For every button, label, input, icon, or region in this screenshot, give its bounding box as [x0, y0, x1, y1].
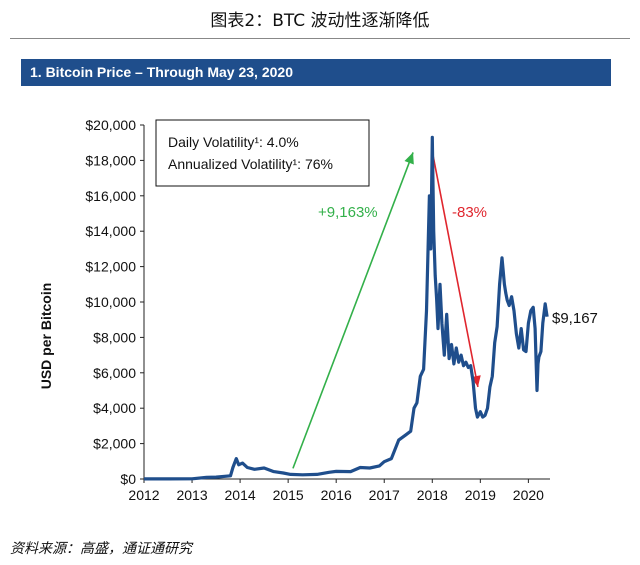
annualized-volatility-text: Annualized Volatility¹: 76% — [168, 156, 333, 172]
rise-arrow-shaft — [292, 152, 414, 469]
volatility-box — [155, 119, 370, 187]
title-divider — [10, 38, 630, 39]
y-tick-label: $20,000 — [85, 117, 136, 133]
rise-arrow-head — [404, 152, 414, 165]
x-tick-label: 2015 — [273, 487, 304, 503]
fall-percent-label: -83% — [452, 204, 487, 221]
figure-title: 图表2：BTC 波动性逐渐降低 — [210, 11, 430, 31]
rise-percent-label: +9,163% — [318, 204, 378, 221]
x-tick-label: 2018 — [417, 487, 448, 503]
y-tick-label: $18,000 — [85, 152, 136, 168]
fall-arrow-shaft — [431, 151, 479, 388]
y-tick-label: $2,000 — [93, 436, 136, 452]
chart-banner: 1. Bitcoin Price – Through May 23, 2020 — [21, 59, 611, 86]
y-tick-label: $0 — [120, 471, 136, 487]
y-tick-label: $6,000 — [93, 365, 136, 381]
trend-arrows — [292, 151, 481, 469]
y-tick-label: $12,000 — [85, 259, 136, 275]
y-tick-label: $8,000 — [93, 329, 136, 345]
price-series-line — [144, 135, 549, 481]
y-tick-label: $4,000 — [93, 400, 136, 416]
x-tick-label: 2017 — [369, 487, 400, 503]
x-axis-ticks: 2012 2013 2014 2015 2016 2017 2018 2019 2020 — [128, 479, 544, 503]
x-tick-label: 2020 — [513, 487, 544, 503]
x-tick-label: 2019 — [465, 487, 496, 503]
chart-annotations: Daily Volatility¹: 4.0% Annualized Volat… — [155, 119, 598, 327]
x-tick-label: 2013 — [176, 487, 207, 503]
bitcoin-price-chart: $0 $2,000 $4,000 $6,000 $8,000 $10,000 $12,000… — [38, 117, 598, 503]
y-axis-ticks: $0 $2,000 $4,000 $6,000 $8,000 $10,000 $12,000… — [85, 117, 144, 487]
y-axis-label: USD per Bitcoin — [38, 283, 54, 390]
x-tick-label: 2014 — [225, 487, 256, 503]
y-tick-label: $14,000 — [85, 223, 136, 239]
end-price-label: $9,167 — [552, 310, 598, 327]
y-tick-label: $16,000 — [85, 188, 136, 204]
y-tick-label: $10,000 — [85, 294, 136, 310]
source-note: 资料来源：高盛，通证通研究 — [10, 541, 192, 557]
x-tick-label: 2016 — [321, 487, 352, 503]
x-tick-label: 2012 — [128, 487, 159, 503]
daily-volatility-text: Daily Volatility¹: 4.0% — [168, 134, 299, 150]
